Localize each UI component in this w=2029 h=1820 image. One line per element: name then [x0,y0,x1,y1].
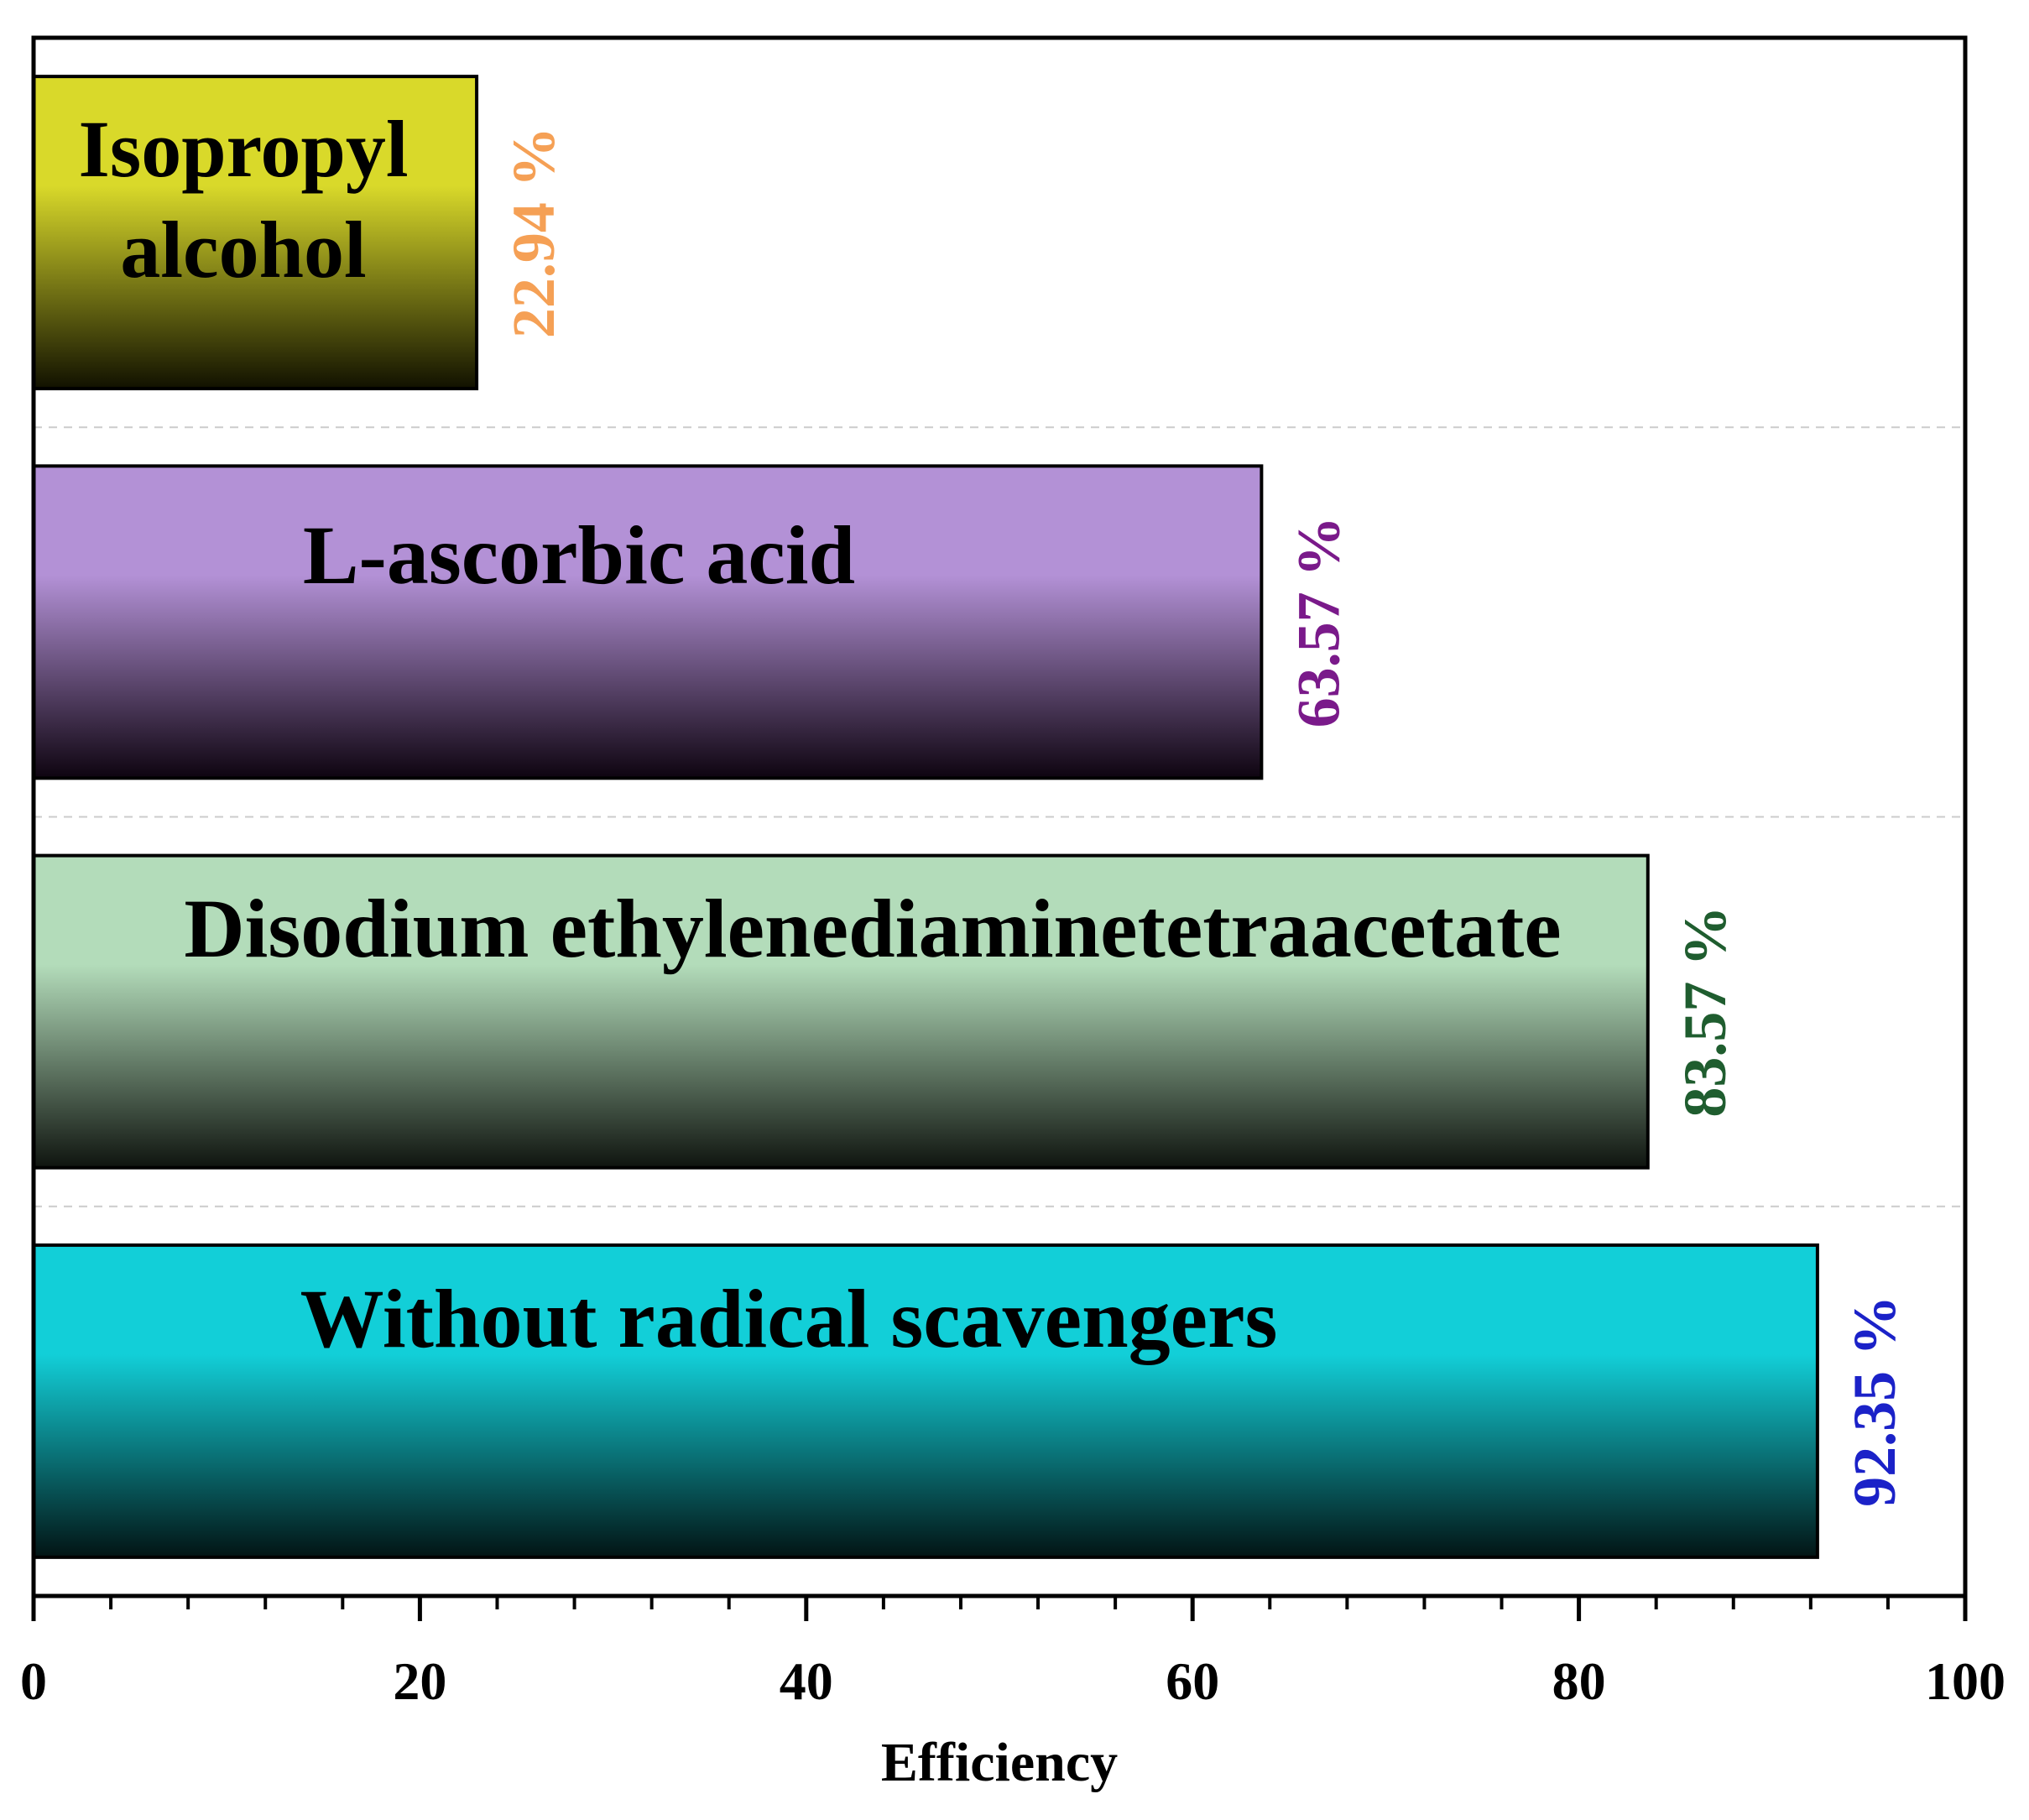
bar-label-2-0: Disodium ethylenediaminetetraacetate [184,882,1561,975]
x-axis: 0 20 40 60 80 100 [20,1596,2006,1711]
x-tick-label: 60 [1166,1651,1219,1711]
bar-3 [32,1243,1819,1559]
value-label-3: 92.35 % [1841,1296,1908,1507]
plot-frame [31,35,1968,1598]
x-tick-label: 40 [780,1651,833,1711]
bar-label-3-0: Without radical scavengers [300,1272,1278,1365]
x-tick-label: 20 [393,1651,446,1711]
bars-group: Isopropyl alcohol 22.94 % L-ascorbic acid 63… [32,75,1908,1559]
value-label-1: 63.57 % [1285,516,1352,727]
grid-lines [34,426,1965,1207]
value-label-0: 22.94 % [500,127,567,338]
x-axis-title: Efficiency [881,1732,1118,1793]
bar-label-0-0: Isopropyl [78,104,408,194]
x-tick-label: 100 [1925,1651,2006,1711]
bar-0 [32,75,479,391]
x-tick-label: 0 [20,1651,47,1711]
bar-label-0-1: alcohol [120,205,366,295]
bar-label-1-0: L-ascorbic acid [303,508,855,602]
bar-2 [32,853,1650,1170]
x-tick-label: 80 [1552,1651,1606,1711]
value-label-2: 83.57 % [1672,906,1739,1118]
